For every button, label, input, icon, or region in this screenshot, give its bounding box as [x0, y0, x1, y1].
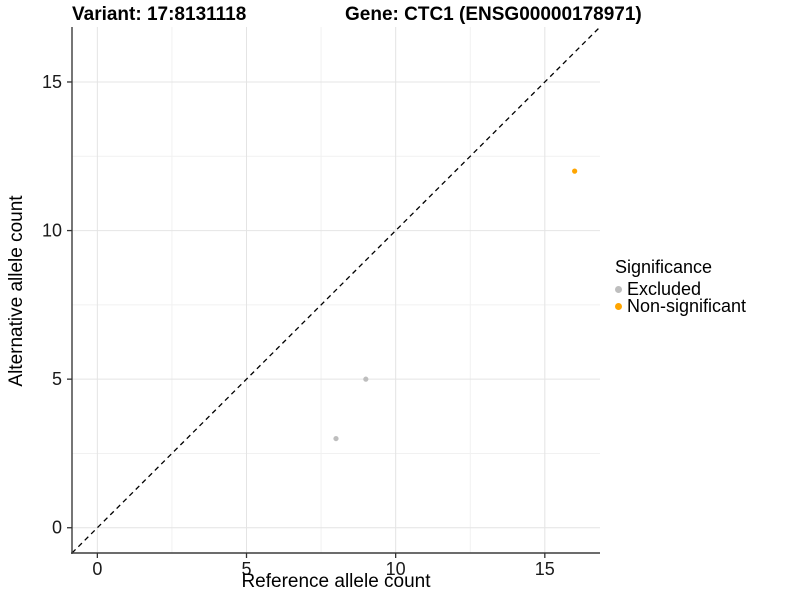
legend-items: Excluded Non-significant [615, 279, 747, 316]
y-tick-label: 10 [42, 221, 62, 241]
legend-dot-icon [615, 286, 622, 293]
legend-item-label: Non-significant [627, 296, 747, 316]
legend-item: Non-significant [615, 296, 747, 316]
data-point-non-significant [572, 168, 578, 174]
data-point-excluded [333, 435, 339, 442]
x-tick-label: 5 [242, 559, 252, 579]
y-tick-label: 0 [52, 518, 62, 538]
legend-title: Significance [615, 257, 713, 277]
x-tick-label: 10 [386, 559, 406, 579]
y-axis-title: Alternative allele count [6, 195, 27, 387]
x-tick-label: 0 [92, 559, 102, 579]
legend-item: Excluded [615, 279, 746, 299]
data-point-excluded [363, 376, 369, 382]
plot-title-gene: Gene: CTC1 (ENSG00000178971) [345, 4, 642, 25]
legend: Significance Excluded Non-significant [615, 257, 747, 316]
x-tick-label: 15 [535, 559, 555, 579]
legend-dot-icon [615, 303, 622, 310]
y-tick-label: 15 [42, 72, 62, 92]
x-axis-title: Reference allele count [241, 571, 431, 592]
identity-line [71, 26, 601, 554]
y-tick-label: 5 [52, 369, 62, 389]
legend-item-label: Excluded [627, 279, 702, 299]
plot-title-variant: Variant: 17:8131118 [72, 4, 247, 25]
